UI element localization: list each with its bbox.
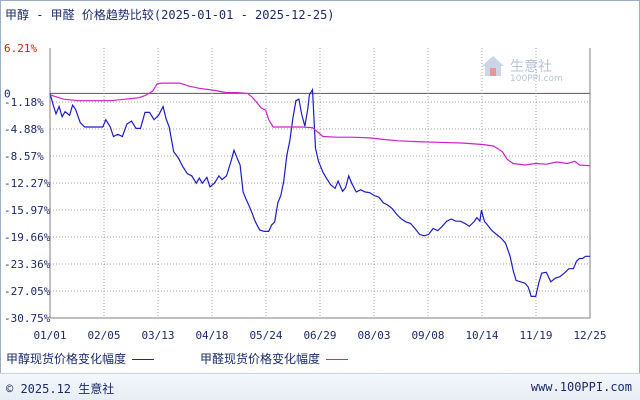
y-tick-label: -30.75% (4, 312, 51, 325)
legend-label-formaldehyde: 甲醛现货价格变化幅度 (200, 352, 321, 366)
x-tick-label: 04/18 (195, 329, 228, 342)
x-tick-label: 12/25 (573, 329, 606, 342)
x-tick-label: 06/29 (303, 329, 336, 342)
price-trend-chart: 6.21% 0-1.18% -4.88% -8.57% -12.27% -15.97% -1… (4, 42, 607, 342)
y-tick-label: 6.21% (4, 42, 37, 55)
x-tick-label: 05/24 (249, 329, 282, 342)
x-tick-label: 03/13 (141, 329, 174, 342)
house-logo-icon (482, 56, 504, 76)
legend-label-methanol: 甲醇现货价格变化幅度 (6, 352, 127, 366)
y-tick-label: -4.88% (4, 123, 44, 136)
y-tick-label: -27.05% (4, 285, 51, 298)
watermark-url: 100PPI.com (510, 74, 563, 84)
legend-swatch-formaldehyde (326, 359, 349, 360)
grid (50, 48, 590, 319)
series-lines (49, 82, 591, 297)
x-tick-label: 09/08 (411, 329, 444, 342)
y-tick-label: -15.97% (4, 204, 51, 217)
axes (49, 48, 591, 319)
y-tick-label: -8.57% (4, 150, 44, 163)
series-line-formaldehyde (49, 82, 591, 167)
copyright-text: © 2025.12 生意社 (6, 382, 115, 396)
footer: © 2025.12 生意社 www.100PPI.com (0, 373, 640, 400)
legend-item-methanol: 甲醇现货价格变化幅度 (6, 350, 155, 367)
y-tick-label: -12.27% (4, 177, 51, 190)
legend-item-formaldehyde: 甲醛现货价格变化幅度 (200, 350, 349, 367)
watermark-name: 生意社 (510, 59, 552, 75)
x-tick-label: 01/01 (33, 329, 66, 342)
x-tick-label: 10/14 (465, 329, 498, 342)
watermark: 生意社 100PPI.com (480, 54, 563, 84)
y-tick-label: -19.66% (4, 231, 51, 244)
x-tick-label: 08/03 (357, 329, 390, 342)
legend-swatch-methanol (132, 359, 155, 360)
x-tick-labels: 01/01 02/05 03/13 04/18 05/24 06/29 08/03 09/08… (33, 329, 606, 342)
website-link[interactable]: www.100PPI.com (530, 380, 632, 394)
x-tick-label: 02/05 (87, 329, 120, 342)
y-tick-labels: 6.21% 0-1.18% -4.88% -8.57% -12.27% -15.97% -1… (4, 42, 51, 325)
series-line-methanol (49, 87, 590, 297)
y-tick-label: -23.36% (4, 258, 51, 271)
page-title: 甲醇 - 甲醛 价格趋势比较(2025-01-01 - 2025-12-25) (5, 8, 335, 22)
x-tick-label: 11/19 (519, 329, 552, 342)
y-tick-label: -1.18% (4, 96, 44, 109)
y-tick-label: 0 (4, 87, 11, 100)
